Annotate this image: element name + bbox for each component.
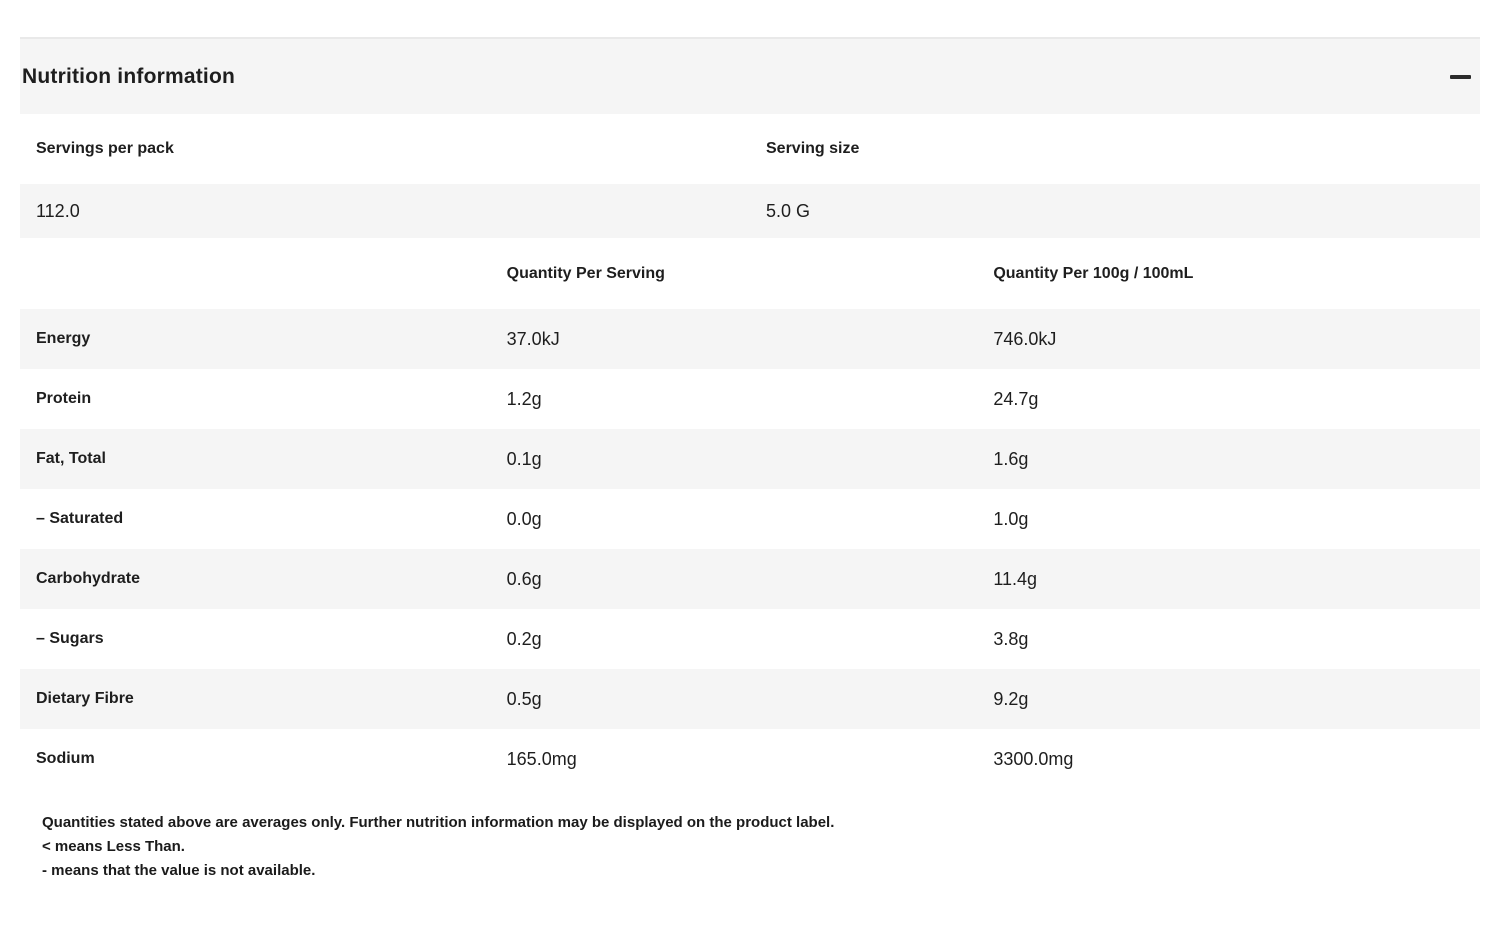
servings-per-pack-label: Servings per pack	[36, 140, 174, 157]
row-per-serving-value: 1.2g	[506, 388, 542, 409]
footnote-less-than: < means Less Than.	[42, 838, 185, 855]
table-row-saturated: – Saturated 0.0g 1.0g	[20, 489, 1480, 549]
row-per-serving-value: 0.5g	[506, 688, 542, 709]
row-per-100g-value: 3.8g	[993, 628, 1029, 649]
row-per-serving-value: 0.0g	[506, 508, 542, 529]
per-100g-column-header: Quantity Per 100g / 100mL	[993, 264, 1194, 282]
panel-title: Nutrition information	[22, 64, 236, 88]
table-row-protein: Protein 1.2g 24.7g	[20, 369, 1480, 429]
row-per-serving-value: 0.2g	[506, 628, 542, 649]
per-serving-column-header: Quantity Per Serving	[506, 264, 665, 282]
row-per-serving-value: 0.6g	[506, 568, 542, 589]
row-per-100g-value: 3300.0mg	[993, 748, 1074, 769]
row-label: – Sugars	[36, 630, 104, 647]
nutrition-table-body: Energy 37.0kJ 746.0kJ Protein 1.2g 24.7g…	[20, 309, 1480, 789]
row-label: Dietary Fibre	[36, 690, 134, 707]
row-label: Sodium	[36, 750, 95, 767]
nutrition-accordion-header[interactable]: Nutrition information	[20, 37, 1480, 114]
footnote-not-available: - means that the value is not available.	[42, 862, 316, 879]
row-label: Energy	[36, 330, 91, 347]
row-label: – Saturated	[36, 510, 124, 527]
row-per-100g-value: 746.0kJ	[993, 328, 1057, 349]
row-label: Carbohydrate	[36, 570, 141, 587]
row-per-100g-value: 9.2g	[993, 688, 1029, 709]
serving-size-label: Serving size	[766, 140, 860, 157]
table-row-sodium: Sodium 165.0mg 3300.0mg	[20, 729, 1480, 789]
row-per-serving-value: 165.0mg	[506, 748, 577, 769]
footnotes: Quantities stated above are averages onl…	[20, 811, 1480, 883]
table-row-fat-total: Fat, Total 0.1g 1.6g	[20, 429, 1480, 489]
servings-per-pack-value: 112.0	[36, 200, 80, 221]
row-per-100g-value: 24.7g	[993, 388, 1039, 409]
table-row-dietary-fibre: Dietary Fibre 0.5g 9.2g	[20, 669, 1480, 729]
row-label: Protein	[36, 390, 92, 407]
table-row-sugars: – Sugars 0.2g 3.8g	[20, 609, 1480, 669]
row-per-100g-value: 1.0g	[993, 508, 1029, 529]
table-row-carbohydrate: Carbohydrate 0.6g 11.4g	[20, 549, 1480, 609]
serving-info-values: 112.0 5.0 G	[20, 184, 1480, 238]
row-label: Fat, Total	[36, 450, 106, 467]
table-row-energy: Energy 37.0kJ 746.0kJ	[20, 309, 1480, 369]
nutrition-table-header: Quantity Per Serving Quantity Per 100g /…	[20, 238, 1480, 309]
serving-info-headers: Servings per pack Serving size	[20, 114, 1480, 184]
footnote-averages: Quantities stated above are averages onl…	[42, 814, 835, 831]
nutrition-table: Quantity Per Serving Quantity Per 100g /…	[20, 238, 1480, 789]
row-per-100g-value: 11.4g	[993, 568, 1038, 589]
row-per-100g-value: 1.6g	[993, 448, 1029, 469]
row-per-serving-value: 37.0kJ	[506, 328, 560, 349]
collapse-minus-icon[interactable]	[1450, 74, 1471, 79]
serving-info-section: Servings per pack Serving size 112.0 5.0…	[20, 114, 1480, 238]
row-per-serving-value: 0.1g	[506, 448, 542, 469]
nutrition-panel: Nutrition information Servings per pack …	[20, 37, 1480, 883]
serving-size-value: 5.0 G	[766, 200, 811, 221]
